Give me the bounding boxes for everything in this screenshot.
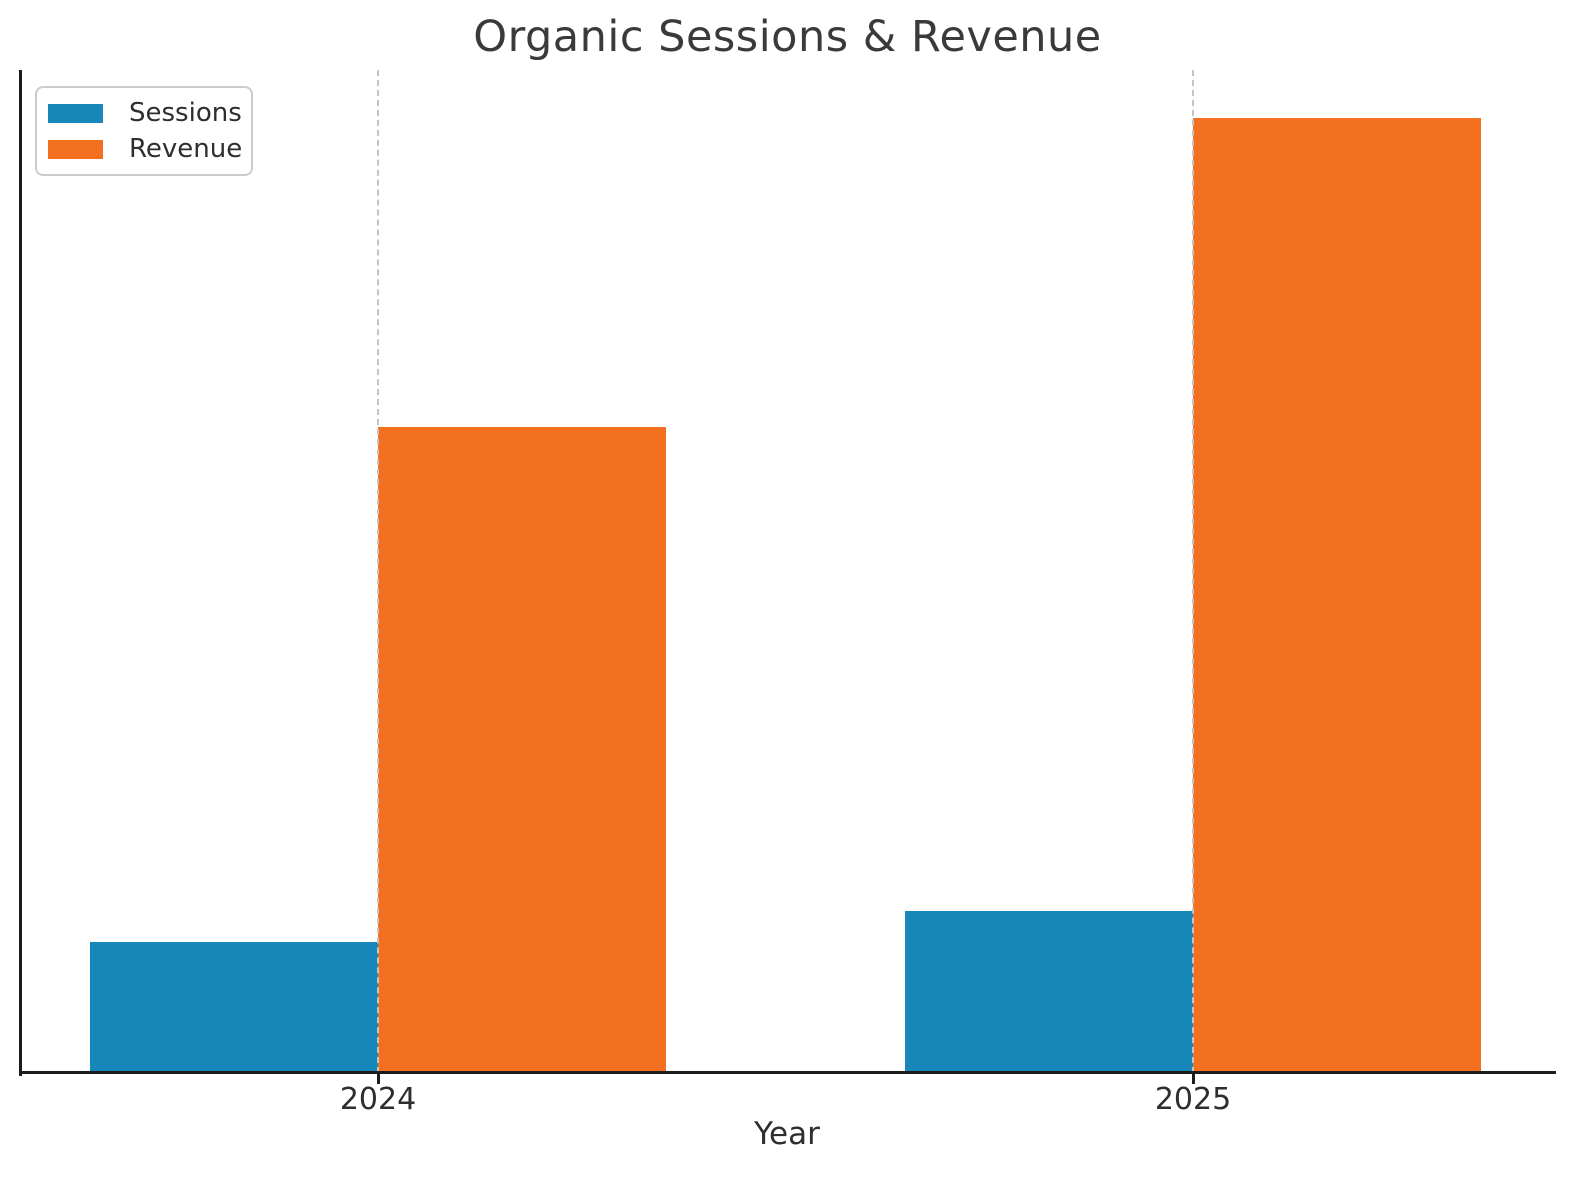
gridline-2025	[1192, 70, 1194, 1073]
x-tick-2025	[1192, 1074, 1195, 1084]
legend-item-sessions: Sessions	[48, 98, 251, 128]
legend-label-revenue: Revenue	[129, 134, 243, 164]
x-tick-label-2025: 2025	[1154, 1082, 1232, 1117]
x-tick-2024	[377, 1074, 380, 1084]
bar-revenue-2025	[1193, 117, 1481, 1073]
revenue-color-swatch	[48, 139, 103, 159]
sessions-color-swatch	[48, 103, 103, 123]
legend-label-sessions: Sessions	[129, 98, 242, 128]
bar-revenue-2024	[378, 427, 666, 1073]
y-axis-spine	[19, 70, 22, 1076]
gridline-2024	[377, 70, 379, 1073]
legend-item-revenue: Revenue	[48, 134, 251, 164]
x-tick-label-2024: 2024	[339, 1082, 417, 1117]
chart-title: Organic Sessions & Revenue	[473, 12, 1102, 62]
legend: Sessions Revenue	[35, 86, 253, 176]
bar-sessions-2024	[90, 942, 378, 1073]
x-axis-spine	[19, 1071, 1556, 1074]
bar-sessions-2025	[905, 910, 1193, 1073]
x-axis-title: Year	[754, 1116, 820, 1152]
